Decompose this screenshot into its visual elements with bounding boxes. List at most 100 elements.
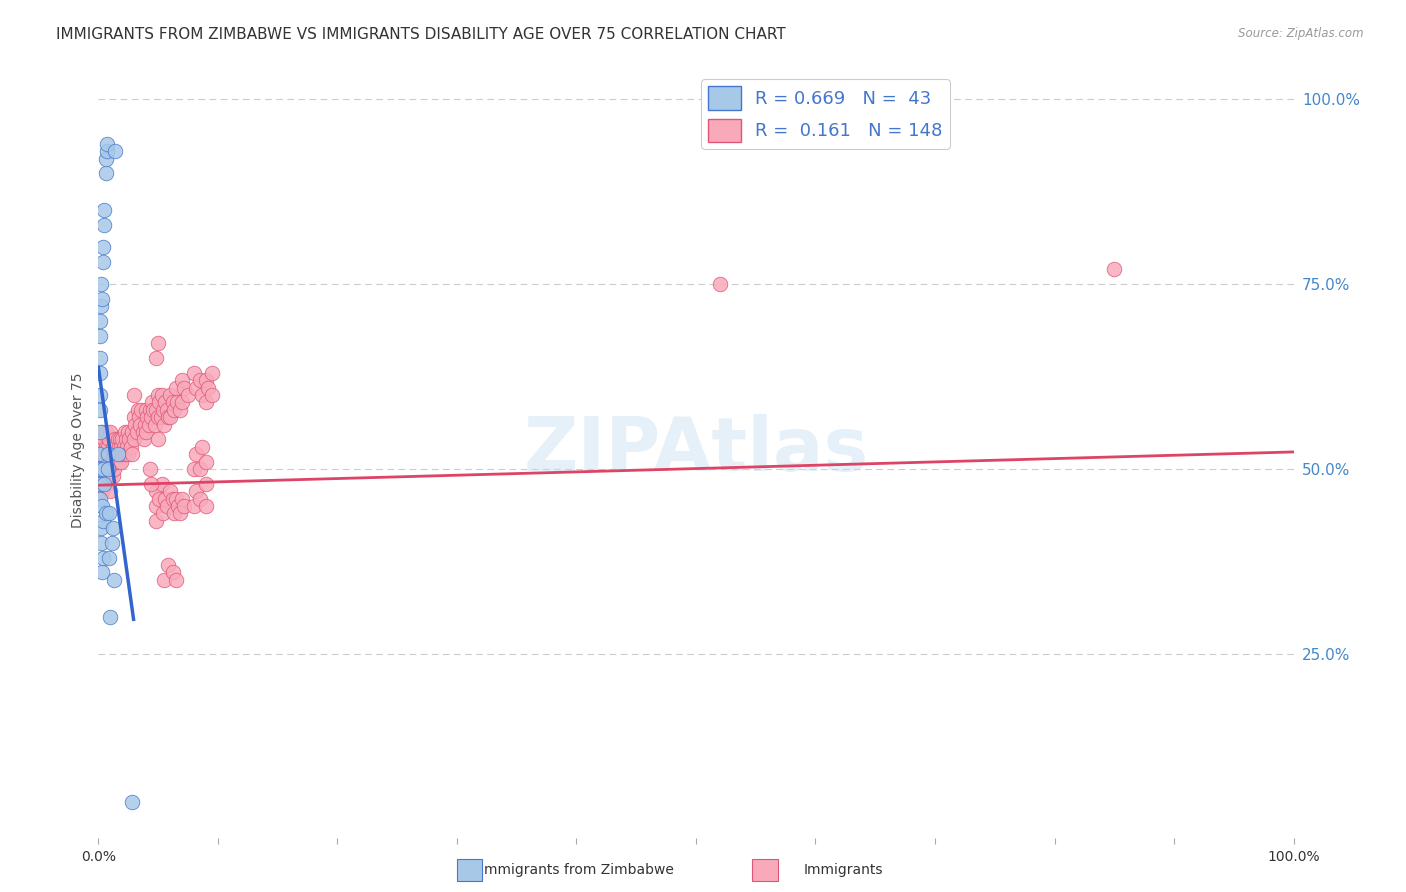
Point <box>94 454 117 468</box>
Point <box>93 476 115 491</box>
Point <box>148 491 170 506</box>
Point <box>135 425 157 439</box>
Point <box>124 388 146 402</box>
Point <box>177 388 200 402</box>
Point <box>89 314 111 328</box>
Point <box>94 506 117 520</box>
Point <box>98 469 122 483</box>
Point <box>118 433 141 447</box>
Point <box>90 440 112 454</box>
Point <box>98 447 121 461</box>
Point <box>104 447 127 461</box>
Point <box>91 255 114 269</box>
Point <box>121 795 143 809</box>
Point <box>153 417 176 432</box>
Point <box>97 440 120 454</box>
Point <box>163 402 186 417</box>
Point <box>173 499 195 513</box>
Point <box>155 491 177 506</box>
Point <box>145 514 167 528</box>
Point <box>125 425 148 439</box>
Point <box>191 440 214 454</box>
Point <box>195 499 218 513</box>
Point <box>93 447 115 461</box>
Point <box>104 433 127 447</box>
Point <box>152 506 174 520</box>
Point <box>172 373 194 387</box>
Point <box>90 521 112 535</box>
Point <box>111 433 134 447</box>
Point <box>105 440 128 454</box>
Point <box>98 433 121 447</box>
Point <box>89 462 111 476</box>
Point <box>195 395 218 409</box>
Text: Source: ZipAtlas.com: Source: ZipAtlas.com <box>1239 27 1364 40</box>
Point <box>98 506 121 520</box>
Point <box>197 381 219 395</box>
Point <box>188 373 211 387</box>
Point <box>134 417 156 432</box>
Point <box>96 462 118 476</box>
Point <box>103 573 125 587</box>
Point <box>91 499 114 513</box>
Point <box>148 410 170 425</box>
Point <box>150 388 173 402</box>
Point <box>98 484 122 499</box>
Point <box>89 402 111 417</box>
Point <box>90 536 112 550</box>
Point <box>115 433 138 447</box>
Point <box>101 440 124 454</box>
Point <box>145 351 167 365</box>
Point <box>145 499 167 513</box>
Point <box>89 491 111 506</box>
Point <box>183 462 205 476</box>
Point <box>162 566 184 580</box>
Point <box>98 462 121 476</box>
Point <box>121 425 143 439</box>
Point <box>201 366 224 380</box>
Point <box>89 351 111 365</box>
Point <box>103 447 125 461</box>
Point <box>91 462 114 476</box>
Point <box>152 402 174 417</box>
Point <box>89 447 111 461</box>
Point <box>159 410 181 425</box>
Point <box>108 433 131 447</box>
Point <box>195 454 218 468</box>
Point <box>188 462 211 476</box>
Point <box>159 388 181 402</box>
Point <box>101 469 124 483</box>
Point <box>97 447 120 461</box>
Point <box>131 425 153 439</box>
Point <box>709 277 731 292</box>
Point <box>148 433 170 447</box>
Point <box>169 506 191 520</box>
Point <box>96 476 118 491</box>
Point <box>169 402 191 417</box>
Point <box>186 447 208 461</box>
Point <box>165 381 187 395</box>
Point <box>155 395 177 409</box>
Point <box>107 447 129 461</box>
Point <box>93 433 115 447</box>
Point <box>1104 262 1126 277</box>
Point <box>139 402 162 417</box>
Point <box>108 447 131 461</box>
Point <box>94 425 117 439</box>
Point <box>89 447 111 461</box>
Point <box>94 166 117 180</box>
Point <box>117 447 139 461</box>
Point <box>150 476 173 491</box>
Point <box>191 388 214 402</box>
Point <box>112 440 135 454</box>
Legend: R = 0.669   N =  43, R =  0.161   N = 148: R = 0.669 N = 43, R = 0.161 N = 148 <box>702 79 950 149</box>
Point <box>110 454 132 468</box>
Point <box>186 484 208 499</box>
Point <box>156 558 179 572</box>
Point <box>117 425 139 439</box>
Point <box>89 425 111 439</box>
Point <box>105 454 128 468</box>
Point <box>195 476 218 491</box>
Point <box>97 462 120 476</box>
Point <box>149 410 172 425</box>
